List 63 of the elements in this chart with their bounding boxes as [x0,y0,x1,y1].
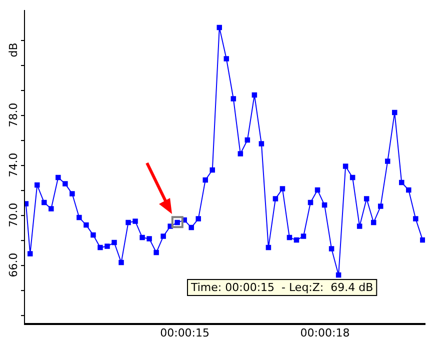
point [420,237,425,243]
point [244,137,250,143]
point [112,240,117,246]
point [70,191,75,196]
point [356,224,362,229]
point [258,141,264,146]
point [238,151,244,156]
point [252,92,258,98]
point [104,244,110,249]
point [25,201,29,206]
point [378,204,384,209]
y-tick-label: 70.0 [6,202,20,228]
point [364,196,370,202]
x-tick-label: 00:00:18 [300,326,350,340]
annotation: Time: 00:00:15 - Leq:Z: 69.4 dB [190,280,374,294]
point [392,110,398,116]
point [28,251,33,256]
x-tick-label: 00:00:15 [160,326,210,340]
point [62,181,68,186]
point [216,24,222,30]
y-tick-label: 74.0 [6,152,20,178]
point [154,250,159,256]
point [76,214,82,220]
point [146,236,152,242]
point [34,182,40,188]
point [308,200,314,206]
point [210,167,216,173]
point [322,202,328,208]
y-tick-label: 78.0 [6,102,20,128]
point [84,222,89,228]
point [399,180,404,186]
point [48,206,54,212]
point [286,234,292,240]
point [328,246,334,252]
point [230,96,236,102]
point [413,216,418,222]
point [370,220,376,226]
point [342,164,348,169]
point [202,177,208,183]
point [406,187,412,193]
y-tick-label: 66.0 [6,252,20,278]
point [294,237,300,243]
point [266,244,272,250]
point [188,224,194,230]
point [56,174,61,180]
point [384,158,390,164]
point [98,244,103,250]
point [196,216,201,222]
point [140,234,145,240]
point [314,187,320,193]
point [224,56,230,62]
point [300,234,306,239]
point [42,200,47,206]
point [272,196,278,202]
point [132,218,138,224]
point [350,174,356,180]
point [160,234,166,239]
point [336,272,342,278]
point [280,186,286,192]
y-axis-title: dB [6,42,20,58]
point [126,220,131,226]
point [118,260,124,266]
point [90,232,96,238]
